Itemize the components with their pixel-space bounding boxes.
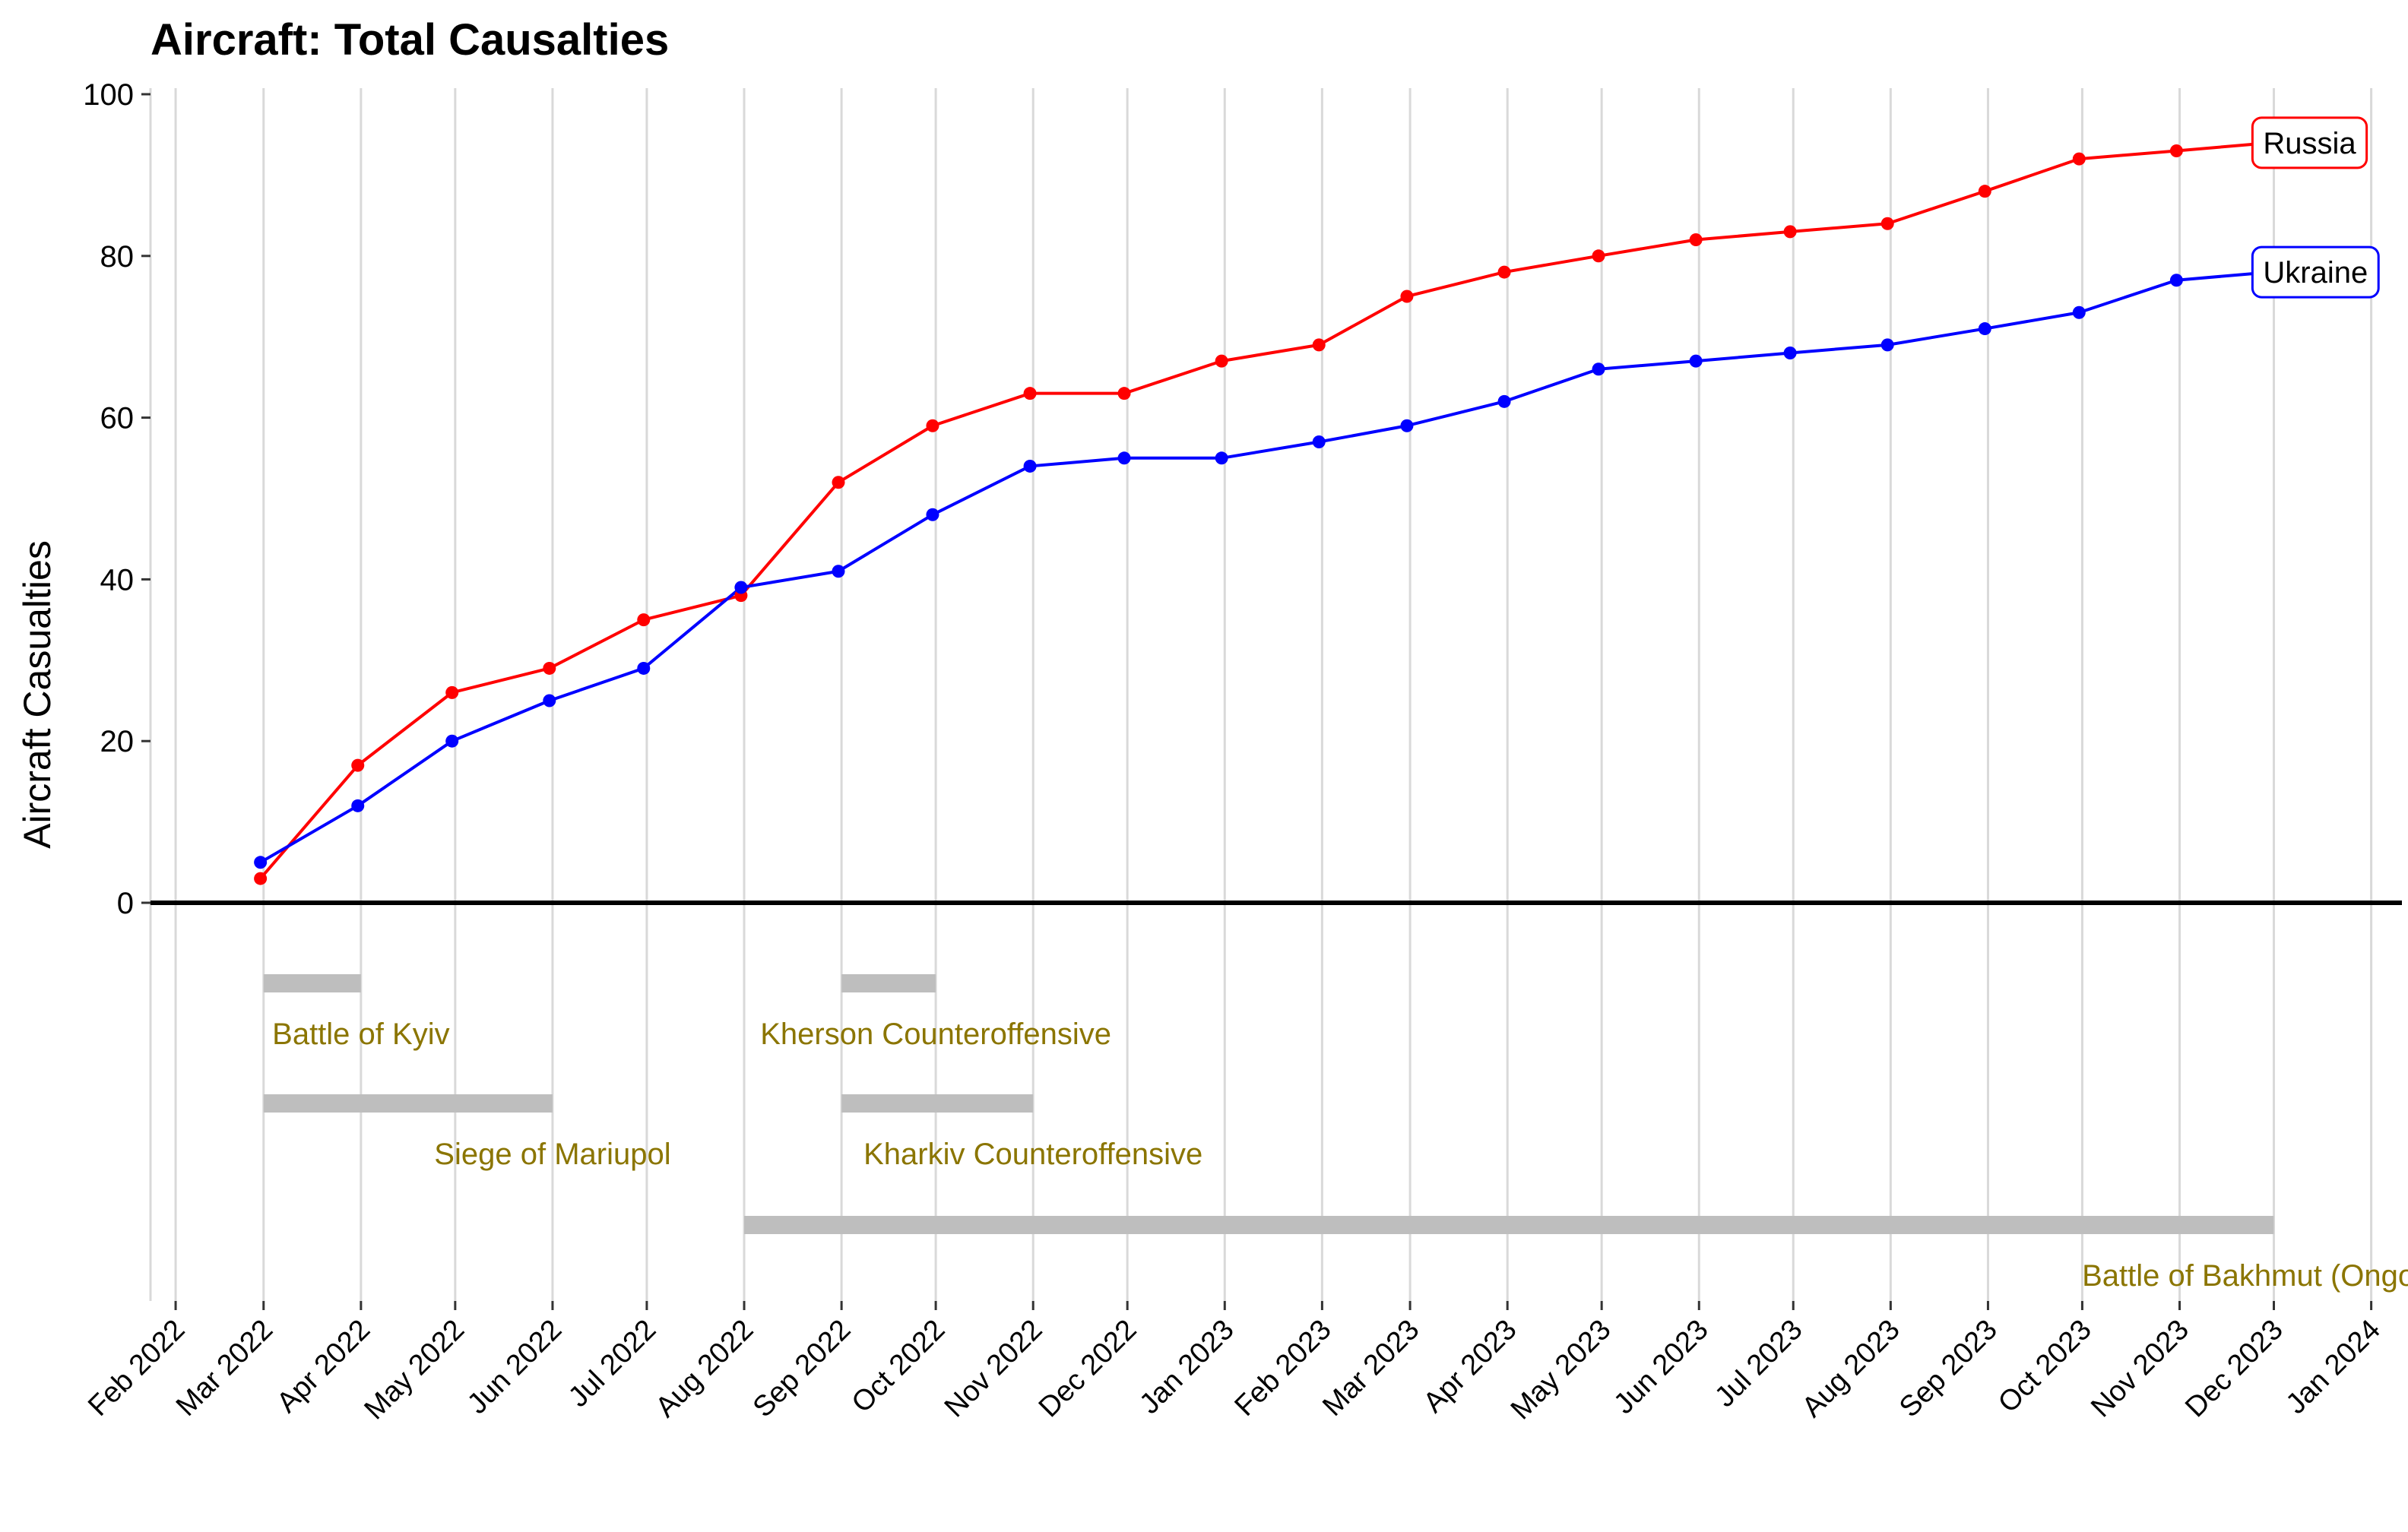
event-label: Battle of Kyiv xyxy=(272,1018,449,1051)
data-point xyxy=(637,661,651,675)
y-tick-label: 80 xyxy=(100,240,135,274)
event-bar xyxy=(263,1094,553,1113)
series-end-label-box xyxy=(2251,245,2380,299)
data-point xyxy=(2072,305,2086,319)
data-point xyxy=(254,872,268,885)
data-point xyxy=(1312,338,1326,352)
data-point xyxy=(1592,249,1605,263)
data-point xyxy=(2072,152,2086,166)
data-point xyxy=(926,419,939,432)
y-tick-label: 40 xyxy=(100,563,135,597)
data-point xyxy=(832,565,845,578)
data-point xyxy=(351,758,365,772)
event-label: Siege of Mariupol xyxy=(434,1138,670,1171)
y-tick-label: 60 xyxy=(100,402,135,435)
data-point xyxy=(2169,144,2183,157)
data-point xyxy=(543,661,556,675)
data-point xyxy=(1497,265,1511,279)
series-end-label-text: Russia xyxy=(2263,127,2356,160)
data-point xyxy=(1117,451,1131,465)
data-point xyxy=(1978,185,1991,198)
data-point xyxy=(1689,354,1703,368)
data-point xyxy=(832,476,845,489)
data-point xyxy=(734,581,748,594)
data-point xyxy=(1023,459,1037,473)
data-point xyxy=(2169,274,2183,287)
data-point xyxy=(1592,362,1605,376)
data-point xyxy=(1215,354,1228,368)
data-point xyxy=(1312,435,1326,449)
data-point xyxy=(445,734,459,748)
data-point xyxy=(1497,394,1511,408)
data-point xyxy=(445,685,459,699)
event-label: Battle of Bakhmut (Ongoing) xyxy=(2082,1259,2408,1293)
series-line xyxy=(259,271,2271,864)
event-label: Kherson Counteroffensive xyxy=(760,1018,1111,1051)
data-point xyxy=(1215,451,1228,465)
series-line xyxy=(259,141,2271,880)
series-end-label-box xyxy=(2251,116,2368,169)
data-point xyxy=(1400,419,1414,432)
data-point xyxy=(1880,338,1894,352)
series-lines xyxy=(259,141,2271,880)
data-point xyxy=(1880,217,1894,230)
event-bar xyxy=(263,974,361,992)
data-point xyxy=(1117,387,1131,400)
y-axis-label: Aircraft Casualties xyxy=(16,540,59,849)
data-point xyxy=(254,856,268,869)
chart-title: Aircraft: Total Causalties xyxy=(150,15,669,65)
event-bar xyxy=(744,1216,2274,1234)
data-point xyxy=(1023,387,1037,400)
y-tick-label: 0 xyxy=(117,887,134,920)
data-point xyxy=(351,799,365,812)
data-point xyxy=(1400,290,1414,303)
y-tick-label: 20 xyxy=(100,725,135,758)
event-label: Kharkiv Counteroffensive xyxy=(863,1138,1202,1171)
data-point xyxy=(637,613,651,627)
series-end-label: Ukraine xyxy=(2251,245,2380,299)
series-end-label-text: Ukraine xyxy=(2263,256,2368,290)
data-point xyxy=(1689,233,1703,247)
y-axis: 0 20 40 60 80 100 xyxy=(83,78,152,1301)
data-point xyxy=(926,508,939,521)
data-point xyxy=(543,694,556,707)
y-tick-label: 100 xyxy=(83,78,134,112)
data-point xyxy=(1978,322,1991,336)
event-annotations: Battle of Kyiv Siege of Mariupol Kherson C… xyxy=(263,974,2408,1293)
grid-lines xyxy=(174,88,2373,1301)
event-bar xyxy=(841,974,936,992)
data-point xyxy=(1783,225,1797,239)
event-bar xyxy=(841,1094,1034,1113)
series-end-label: Russia xyxy=(2251,116,2368,169)
series-end-labels: Russia Ukraine xyxy=(2251,116,2380,299)
data-point xyxy=(1783,346,1797,359)
